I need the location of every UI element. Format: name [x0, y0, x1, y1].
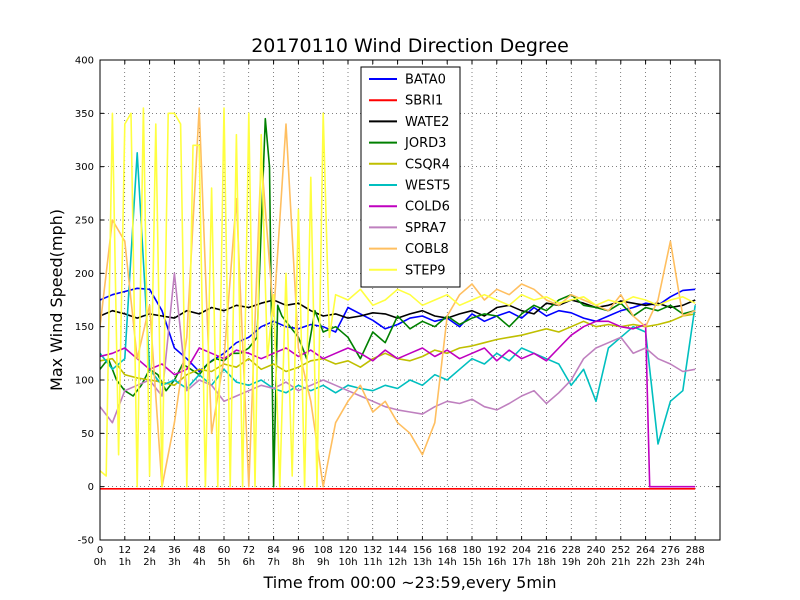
x-tick-label: 24 — [143, 545, 156, 556]
y-axis-label: Max Wind Speed(mph) — [47, 209, 66, 391]
y-tick-label: 200 — [75, 269, 94, 280]
x-tick-label: 276 — [661, 545, 680, 556]
x-tick-sublabel: 5h — [218, 557, 231, 568]
series-line-west5 — [100, 152, 696, 445]
legend-entry: WEST5 — [405, 179, 451, 194]
x-tick-sublabel: 9h — [317, 557, 330, 568]
x-tick-sublabel: 12h — [388, 557, 407, 568]
x-tick-label: 12 — [118, 545, 131, 556]
series-line-cold6 — [100, 320, 696, 488]
x-tick-label: 132 — [363, 545, 382, 556]
legend: BATA0 SBRI1 WATE2 JORD3 CSQR4 WEST5 COLD6 SPRA7… — [360, 66, 461, 288]
x-tick-label: 36 — [168, 545, 181, 556]
x-tick-label: 180 — [462, 545, 481, 556]
x-tick-sublabel: 8h — [292, 557, 305, 568]
x-tick-sublabel: 3h — [168, 557, 181, 568]
x-axis-label: Time from 00:00 ~23:59,every 5min — [263, 573, 557, 592]
x-tick-sublabel: 23h — [661, 557, 680, 568]
legend-entry: COLD6 — [405, 200, 450, 215]
x-tick-sublabel: 4h — [193, 557, 206, 568]
x-tick-label: 144 — [388, 545, 407, 556]
x-tick-label: 156 — [413, 545, 432, 556]
x-tick-sublabel: 21h — [611, 557, 630, 568]
x-tick-sublabel: 18h — [537, 557, 556, 568]
x-tick-sublabel: 16h — [487, 557, 506, 568]
y-tick-label: 350 — [75, 109, 94, 120]
x-tick-sublabel: 15h — [462, 557, 481, 568]
axis-ticks: 00h121h242h363h484h605h726h847h968h1089h… — [75, 56, 720, 568]
x-tick-sublabel: 6h — [242, 557, 255, 568]
x-tick-label: 60 — [218, 545, 231, 556]
series-line-step9 — [100, 107, 696, 488]
chart-title: 20170110 Wind Direction Degree — [251, 35, 569, 57]
legend-entry: COBL8 — [405, 242, 449, 257]
legend-entry: WATE2 — [405, 115, 449, 130]
x-tick-label: 240 — [586, 545, 605, 556]
x-tick-sublabel: 7h — [267, 557, 280, 568]
series-layer — [100, 107, 696, 490]
y-tick-label: 400 — [75, 56, 94, 67]
legend-entry: SBRI1 — [405, 94, 443, 109]
x-tick-sublabel: 10h — [338, 557, 357, 568]
x-tick-sublabel: 19h — [562, 557, 581, 568]
x-tick-sublabel: 14h — [438, 557, 457, 568]
x-tick-sublabel: 2h — [143, 557, 156, 568]
x-tick-sublabel: 13h — [413, 557, 432, 568]
x-tick-label: 120 — [338, 545, 357, 556]
legend-entry: STEP9 — [405, 263, 446, 278]
legend-box — [360, 66, 461, 288]
x-tick-label: 108 — [314, 545, 333, 556]
x-tick-label: 204 — [512, 545, 531, 556]
x-tick-label: 264 — [636, 545, 655, 556]
y-tick-label: 100 — [75, 376, 94, 387]
y-tick-label: 0 — [88, 482, 94, 493]
x-tick-sublabel: 20h — [586, 557, 605, 568]
legend-entry: BATA0 — [405, 73, 446, 88]
x-tick-sublabel: 24h — [686, 557, 705, 568]
y-tick-label: -50 — [78, 536, 94, 547]
x-tick-label: 84 — [267, 545, 280, 556]
x-tick-label: 96 — [292, 545, 305, 556]
legend-entry: CSQR4 — [405, 157, 450, 172]
x-tick-sublabel: 17h — [512, 557, 531, 568]
x-tick-label: 192 — [487, 545, 506, 556]
x-tick-label: 252 — [611, 545, 630, 556]
x-tick-sublabel: 0h — [94, 557, 107, 568]
legend-entry: JORD3 — [404, 136, 446, 151]
y-tick-label: 50 — [81, 429, 94, 440]
x-tick-label: 228 — [562, 545, 581, 556]
x-tick-label: 48 — [193, 545, 206, 556]
y-tick-label: 300 — [75, 162, 94, 173]
x-tick-label: 0 — [97, 545, 103, 556]
x-tick-label: 288 — [686, 545, 705, 556]
series-line-spra7 — [100, 272, 696, 424]
x-tick-sublabel: 1h — [118, 557, 131, 568]
x-tick-label: 216 — [537, 545, 556, 556]
legend-entry: SPRA7 — [405, 221, 447, 236]
x-tick-sublabel: 22h — [636, 557, 655, 568]
x-tick-label: 168 — [438, 545, 457, 556]
y-tick-label: 150 — [75, 322, 94, 333]
x-tick-label: 72 — [242, 545, 255, 556]
plot-frame — [99, 59, 721, 541]
y-tick-label: 250 — [75, 216, 94, 227]
x-tick-sublabel: 11h — [363, 557, 382, 568]
